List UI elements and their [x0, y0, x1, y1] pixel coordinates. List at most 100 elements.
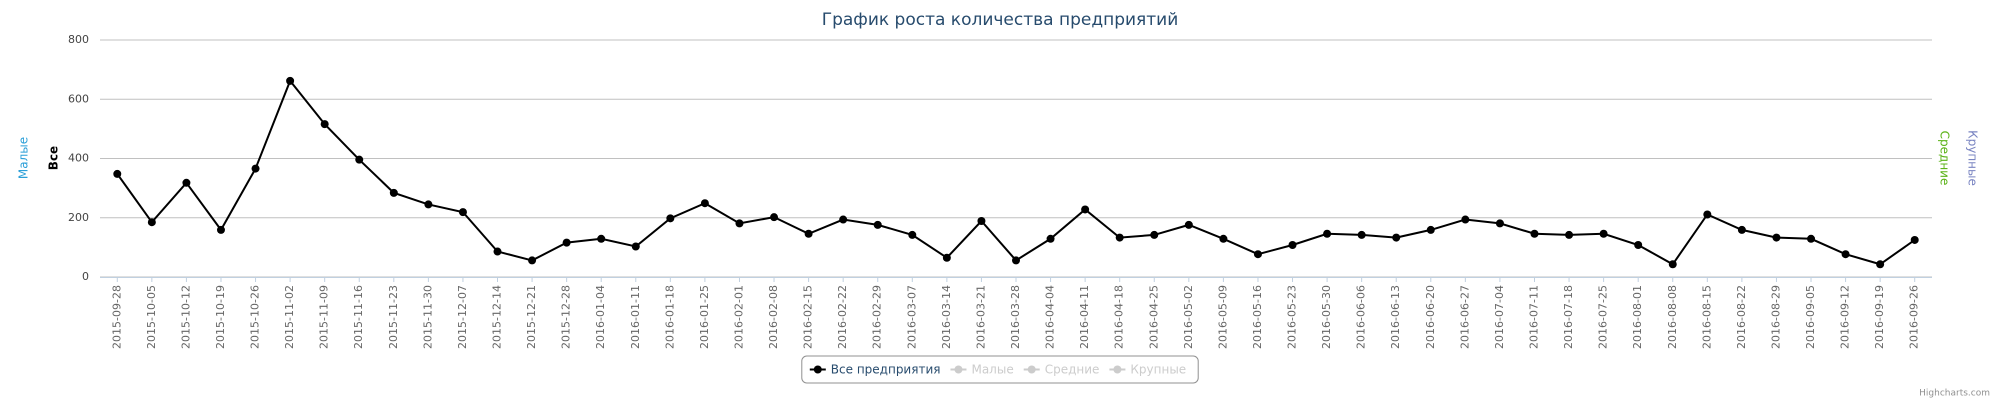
- data-point: [700, 199, 709, 208]
- x-tick-label: 2015-11-16: [352, 285, 365, 349]
- x-tick-label: 2016-04-18: [1113, 285, 1126, 349]
- x-tick-label: 2016-02-15: [802, 285, 815, 349]
- legend-item[interactable]: Средние: [1023, 363, 1100, 377]
- data-point: [1150, 230, 1159, 239]
- data-point: [839, 215, 848, 224]
- x-tick-label: 2016-02-29: [871, 285, 884, 349]
- data-point: [1461, 215, 1470, 224]
- y-tick-label: 400: [68, 152, 89, 165]
- data-point: [1495, 219, 1504, 228]
- x-tick-label: 2016-01-04: [594, 285, 607, 349]
- data-point: [389, 188, 398, 197]
- data-point: [251, 164, 260, 173]
- legend-label: Крупные: [1130, 363, 1186, 377]
- y-axis-title: Средние: [1938, 131, 1952, 186]
- x-tick-label: 2016-08-15: [1700, 285, 1713, 349]
- x-tick-label: 2016-09-12: [1839, 285, 1852, 349]
- chart-title: График роста количества предприятий: [822, 10, 1179, 30]
- data-point: [1323, 229, 1332, 238]
- data-point: [1046, 234, 1055, 243]
- x-tick-label: 2016-01-25: [698, 285, 711, 349]
- x-tick-label: 2015-12-21: [525, 285, 538, 349]
- x-tick-label: 2016-06-27: [1458, 285, 1471, 349]
- data-point: [493, 247, 502, 256]
- x-tick-label: 2016-06-06: [1355, 285, 1368, 349]
- x-tick-label: 2016-08-08: [1666, 285, 1679, 349]
- x-tick-label: 2016-03-14: [940, 285, 953, 349]
- x-tick-label: 2015-12-07: [456, 285, 469, 349]
- x-tick-label: 2015-10-19: [214, 285, 227, 349]
- x-tick-label: 2016-09-19: [1873, 285, 1886, 349]
- data-point: [1012, 256, 1020, 265]
- data-point: [1392, 233, 1401, 242]
- x-tick-label: 2016-05-09: [1216, 285, 1229, 349]
- data-point: [355, 155, 364, 164]
- data-point: [1634, 241, 1643, 250]
- legend-item[interactable]: Все предприятия: [809, 363, 941, 377]
- x-tick-label: 2016-07-25: [1597, 285, 1610, 349]
- y-tick-label: 200: [68, 211, 89, 224]
- data-point: [562, 238, 571, 247]
- legend-label: Малые: [971, 363, 1013, 377]
- x-tick-label: 2016-05-16: [1251, 285, 1264, 349]
- x-tick-label: 2016-08-29: [1769, 285, 1782, 349]
- x-tick-label: 2016-07-11: [1527, 285, 1540, 349]
- data-point: [182, 178, 191, 187]
- y-tick-label: 0: [82, 270, 89, 283]
- data-point: [666, 214, 675, 223]
- x-tick-label: 2016-02-01: [732, 285, 745, 349]
- data-point: [631, 242, 640, 251]
- x-tick-label: 2015-10-05: [145, 285, 158, 349]
- legend-box: [801, 355, 1199, 384]
- data-point: [113, 169, 122, 178]
- data-point: [320, 120, 329, 129]
- legend-item[interactable]: Малые: [950, 363, 1014, 377]
- x-tick-label: 2016-08-22: [1735, 285, 1748, 349]
- legend-symbol: [1027, 365, 1036, 374]
- data-point: [1599, 229, 1608, 238]
- x-tick-label: 2015-12-14: [491, 285, 504, 349]
- data-point: [424, 200, 433, 209]
- legend-symbol: [813, 365, 822, 374]
- data-point: [1876, 260, 1885, 269]
- legend-symbol: [954, 365, 963, 374]
- data-point: [1737, 225, 1746, 234]
- x-tick-label: 2016-03-21: [974, 285, 987, 349]
- x-tick-label: 2015-11-23: [387, 285, 400, 349]
- x-tick-label: 2016-05-02: [1182, 285, 1195, 349]
- x-tick-label: 2016-07-04: [1493, 285, 1506, 349]
- x-tick-label: 2015-09-28: [110, 285, 123, 349]
- x-tick-label: 2015-11-02: [283, 285, 296, 349]
- data-point: [1565, 230, 1574, 239]
- x-tick-label: 2016-07-18: [1562, 285, 1575, 349]
- credits: Highcharts.com: [1919, 389, 1990, 399]
- data-point: [597, 234, 606, 243]
- legend-item[interactable]: Крупные: [1109, 363, 1186, 377]
- x-tick-label: 2016-04-11: [1078, 285, 1091, 349]
- x-tick-label: 2015-10-26: [249, 285, 262, 349]
- x-tick-label: 2015-12-28: [560, 285, 573, 349]
- data-point: [286, 76, 295, 85]
- data-point: [1668, 260, 1677, 269]
- legend-label: Средние: [1045, 363, 1100, 377]
- x-tick-label: 2016-06-20: [1424, 285, 1437, 349]
- data-point: [1184, 220, 1193, 229]
- y-axis-title: Все: [47, 146, 61, 170]
- data-point: [1357, 230, 1366, 239]
- x-tick-label: 2016-01-11: [629, 285, 642, 349]
- data-point: [1841, 250, 1850, 259]
- data-point: [458, 208, 467, 217]
- data-point: [977, 217, 986, 226]
- data-point: [1530, 229, 1539, 238]
- data-point: [1081, 205, 1090, 214]
- x-tick-label: 2015-11-30: [421, 285, 434, 349]
- data-point: [1426, 225, 1435, 234]
- y-axis-title: Малые: [17, 137, 31, 179]
- x-tick-label: 2016-02-22: [836, 285, 849, 349]
- x-tick-label: 2015-11-09: [318, 285, 331, 349]
- data-point: [1288, 241, 1297, 250]
- data-point: [216, 225, 225, 234]
- x-tick-label: 2016-06-13: [1389, 285, 1402, 349]
- y-tick-label: 600: [68, 92, 89, 105]
- data-point: [1772, 233, 1781, 242]
